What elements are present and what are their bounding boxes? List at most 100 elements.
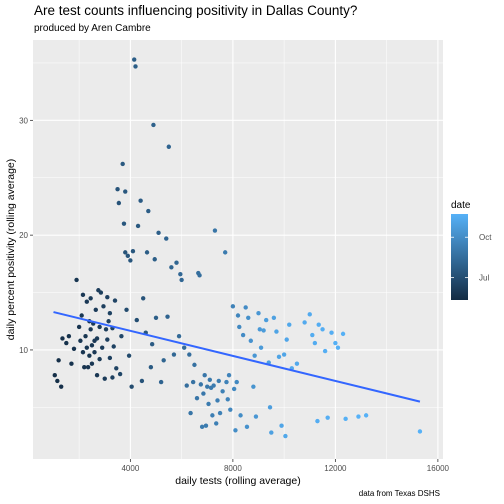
y-tick-label: 10 <box>19 346 28 355</box>
data-point <box>97 356 102 362</box>
data-point <box>235 313 241 318</box>
data-point <box>198 382 204 387</box>
data-point <box>52 373 57 378</box>
legend-label: Jul <box>479 274 489 283</box>
data-point <box>281 352 287 357</box>
data-point <box>192 362 197 368</box>
data-point <box>79 313 84 318</box>
data-point <box>89 343 95 348</box>
data-point <box>206 401 211 407</box>
data-point <box>165 314 170 319</box>
data-point <box>156 230 161 236</box>
data-point <box>82 364 87 370</box>
data-point <box>88 296 93 301</box>
data-point <box>226 373 232 378</box>
data-point <box>237 324 242 330</box>
data-point <box>120 161 125 167</box>
data-point <box>126 353 132 358</box>
data-point <box>257 327 262 332</box>
data-point <box>220 389 225 394</box>
data-point <box>340 331 346 337</box>
data-point <box>105 294 110 300</box>
data-point <box>129 384 134 389</box>
data-point <box>271 315 277 321</box>
x-axis-title: daily tests (rolling average) <box>175 475 300 487</box>
data-point <box>224 379 229 385</box>
data-point <box>283 433 288 439</box>
data-point <box>234 379 239 385</box>
chart-subtitle: produced by Aren Cambre <box>34 23 151 34</box>
data-point <box>103 327 109 332</box>
data-point <box>106 319 111 324</box>
data-point <box>94 336 100 341</box>
x-tick-label: 8000 <box>224 464 242 473</box>
data-point <box>188 410 193 416</box>
data-point <box>85 364 91 370</box>
data-point <box>115 187 120 192</box>
plot-panel <box>33 40 443 459</box>
data-point <box>80 292 86 298</box>
data-point <box>225 397 230 402</box>
data-point <box>248 338 254 343</box>
data-point <box>203 423 209 428</box>
data-point <box>64 340 69 346</box>
x-tick-label: 4000 <box>121 464 139 473</box>
data-point <box>97 324 102 330</box>
data-point <box>110 375 115 380</box>
legend-colorbar <box>451 214 468 300</box>
data-point <box>284 337 289 342</box>
data-point <box>251 384 256 389</box>
data-point <box>316 322 321 327</box>
data-point <box>343 416 348 422</box>
data-point <box>83 333 88 339</box>
data-point <box>71 346 77 351</box>
data-point <box>174 260 179 265</box>
y-axis-ticks: 10 20 30 <box>19 116 33 355</box>
legend-labels: Oct Jul <box>451 233 492 283</box>
data-point <box>135 223 141 229</box>
data-point <box>114 366 119 371</box>
data-point <box>76 324 82 330</box>
data-point <box>74 277 79 283</box>
data-point <box>190 379 196 385</box>
data-point <box>217 410 223 416</box>
data-point <box>138 198 143 203</box>
data-point <box>302 320 307 325</box>
data-point <box>164 236 169 241</box>
data-point <box>123 250 128 255</box>
data-point <box>267 405 273 410</box>
data-point <box>233 428 238 433</box>
data-point <box>92 350 97 355</box>
x-axis-ticks: 4000 8000 12000 16000 <box>121 459 450 473</box>
data-point <box>133 64 138 69</box>
data-point <box>84 345 90 350</box>
data-point <box>202 373 207 378</box>
data-point <box>363 413 369 418</box>
data-point <box>194 395 200 401</box>
data-point <box>215 398 220 403</box>
data-point <box>149 342 155 347</box>
data-point <box>111 344 116 349</box>
data-point <box>211 383 216 388</box>
data-point <box>176 333 182 339</box>
data-point <box>240 332 246 338</box>
data-point <box>210 413 215 418</box>
data-point <box>78 338 83 343</box>
data-point <box>151 122 156 128</box>
data-point <box>87 353 92 358</box>
data-point <box>263 317 269 323</box>
data-point <box>124 307 129 312</box>
data-points <box>52 57 423 439</box>
data-point <box>117 371 123 377</box>
data-point <box>253 414 259 419</box>
data-point <box>184 383 189 388</box>
data-point <box>261 328 266 333</box>
data-point <box>252 353 257 358</box>
y-tick-label: 20 <box>19 231 28 240</box>
data-point <box>69 361 74 366</box>
data-point <box>228 407 233 412</box>
data-point <box>178 271 183 277</box>
data-point <box>94 373 100 378</box>
data-point <box>222 250 228 255</box>
data-point <box>322 348 328 354</box>
